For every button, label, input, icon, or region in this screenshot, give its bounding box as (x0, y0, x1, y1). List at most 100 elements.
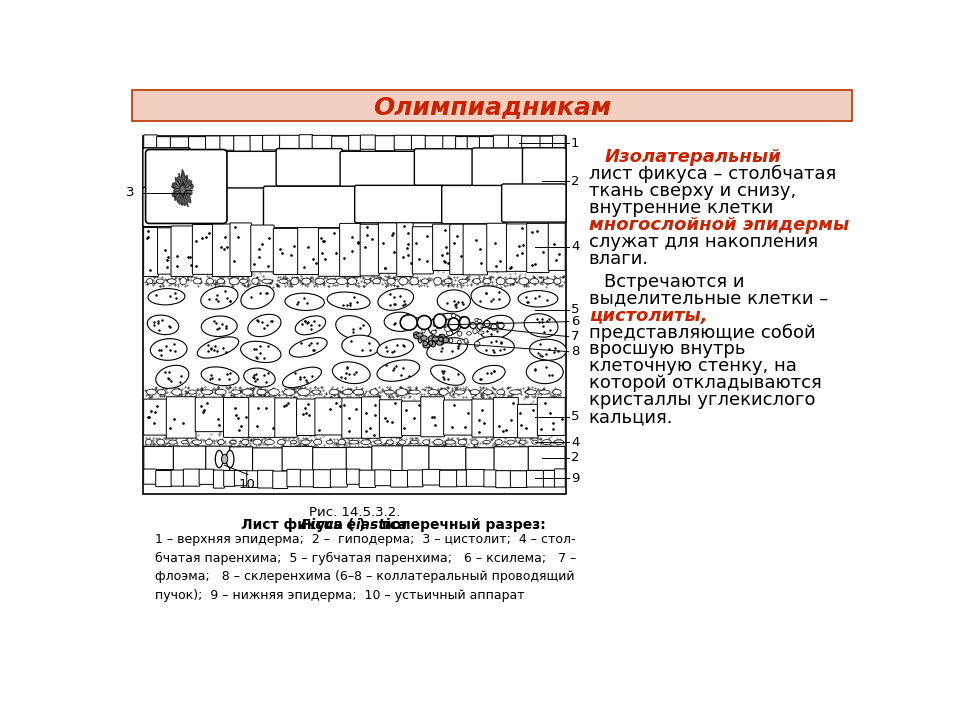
Ellipse shape (554, 278, 561, 284)
Ellipse shape (338, 439, 346, 445)
FancyBboxPatch shape (467, 469, 485, 486)
Ellipse shape (231, 390, 241, 395)
FancyBboxPatch shape (429, 446, 467, 470)
FancyBboxPatch shape (188, 151, 278, 190)
FancyBboxPatch shape (157, 228, 172, 274)
Ellipse shape (264, 440, 275, 445)
Ellipse shape (444, 327, 451, 331)
Ellipse shape (377, 360, 420, 382)
Ellipse shape (242, 389, 252, 395)
Ellipse shape (458, 331, 462, 336)
Ellipse shape (372, 279, 381, 284)
Ellipse shape (180, 278, 186, 285)
Ellipse shape (473, 279, 480, 284)
FancyBboxPatch shape (166, 397, 196, 438)
FancyBboxPatch shape (444, 400, 472, 435)
Ellipse shape (506, 279, 516, 284)
Ellipse shape (387, 278, 396, 284)
Text: 4: 4 (571, 436, 580, 449)
FancyBboxPatch shape (205, 446, 230, 472)
Text: Олимпиадникам: Олимпиадникам (372, 95, 612, 120)
Ellipse shape (510, 390, 521, 395)
Ellipse shape (526, 390, 537, 395)
FancyBboxPatch shape (143, 187, 204, 227)
Ellipse shape (227, 451, 234, 468)
FancyBboxPatch shape (282, 446, 313, 471)
Ellipse shape (491, 324, 497, 330)
Ellipse shape (460, 317, 464, 321)
Text: кальция.: кальция. (588, 408, 673, 426)
Ellipse shape (530, 279, 539, 284)
Ellipse shape (451, 314, 456, 318)
Ellipse shape (156, 439, 165, 445)
Ellipse shape (484, 320, 491, 327)
FancyBboxPatch shape (313, 469, 331, 487)
Ellipse shape (167, 279, 177, 284)
FancyBboxPatch shape (502, 184, 566, 222)
FancyBboxPatch shape (543, 470, 555, 487)
Ellipse shape (431, 341, 436, 347)
Text: которой откладываются: которой откладываются (588, 374, 822, 392)
FancyBboxPatch shape (298, 228, 320, 274)
Ellipse shape (202, 367, 239, 386)
Ellipse shape (206, 279, 214, 284)
Text: вросшую внутрь: вросшую внутрь (588, 341, 745, 359)
FancyBboxPatch shape (297, 399, 316, 436)
FancyBboxPatch shape (466, 448, 494, 472)
Ellipse shape (497, 390, 505, 395)
Text: служат для накопления: служат для накопления (588, 233, 818, 251)
FancyBboxPatch shape (521, 136, 540, 151)
Ellipse shape (279, 279, 288, 283)
Text: 5: 5 (571, 410, 580, 423)
Ellipse shape (327, 292, 370, 310)
Ellipse shape (483, 279, 491, 284)
Ellipse shape (543, 279, 554, 284)
FancyBboxPatch shape (360, 224, 379, 276)
Ellipse shape (519, 440, 526, 444)
FancyBboxPatch shape (522, 148, 566, 187)
FancyBboxPatch shape (300, 470, 314, 487)
Ellipse shape (429, 341, 433, 346)
Text: 8: 8 (571, 345, 580, 358)
Ellipse shape (422, 341, 427, 346)
Text: клеточную стенку, на: клеточную стенку, на (588, 357, 797, 375)
FancyBboxPatch shape (144, 469, 156, 484)
Text: 2: 2 (571, 451, 580, 464)
Ellipse shape (396, 389, 408, 395)
FancyBboxPatch shape (234, 470, 248, 486)
Ellipse shape (418, 315, 431, 330)
Ellipse shape (409, 390, 420, 394)
Ellipse shape (432, 337, 439, 341)
FancyBboxPatch shape (249, 397, 276, 437)
FancyBboxPatch shape (276, 148, 343, 186)
Ellipse shape (446, 330, 452, 336)
Ellipse shape (314, 439, 322, 445)
Ellipse shape (539, 390, 550, 394)
Ellipse shape (470, 390, 480, 395)
Text: цистолиты,: цистолиты, (588, 307, 708, 325)
Ellipse shape (467, 332, 471, 336)
FancyBboxPatch shape (509, 135, 522, 149)
FancyBboxPatch shape (359, 470, 375, 487)
FancyBboxPatch shape (287, 469, 301, 487)
FancyBboxPatch shape (224, 397, 250, 437)
Text: 1: 1 (571, 137, 580, 150)
Text: представляющие собой: представляющие собой (588, 323, 815, 342)
Ellipse shape (470, 323, 476, 328)
Ellipse shape (248, 314, 281, 337)
FancyBboxPatch shape (156, 471, 172, 487)
Text: Рис. 14.5.3.2.: Рис. 14.5.3.2. (309, 506, 400, 519)
Ellipse shape (262, 279, 273, 283)
FancyBboxPatch shape (391, 470, 408, 487)
FancyBboxPatch shape (493, 135, 509, 151)
Text: ткань сверху и снизу,: ткань сверху и снизу, (588, 182, 796, 200)
Ellipse shape (312, 390, 321, 395)
Ellipse shape (242, 439, 249, 445)
Ellipse shape (436, 324, 443, 329)
FancyBboxPatch shape (263, 186, 357, 228)
Ellipse shape (518, 278, 529, 284)
Ellipse shape (440, 334, 445, 338)
Ellipse shape (458, 340, 461, 344)
Ellipse shape (421, 328, 425, 333)
Text: 10: 10 (239, 478, 255, 491)
